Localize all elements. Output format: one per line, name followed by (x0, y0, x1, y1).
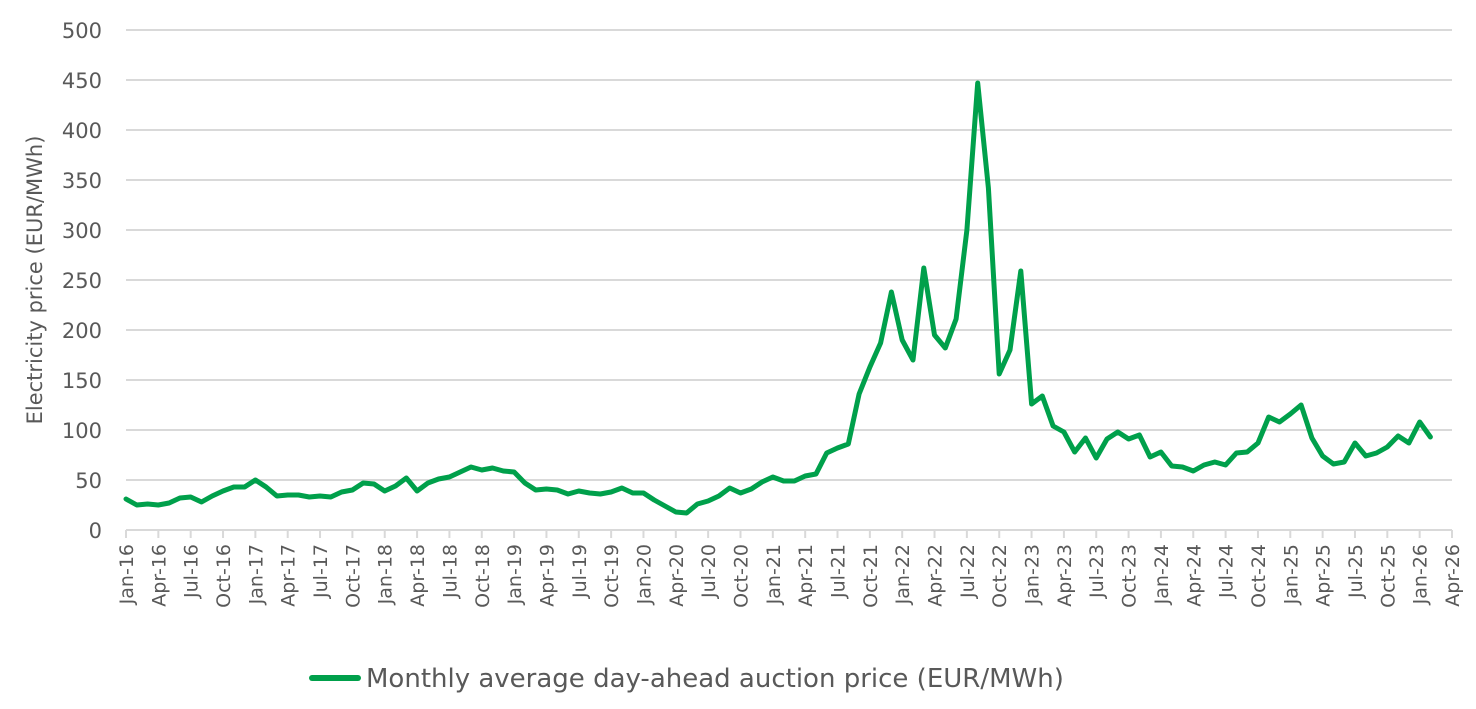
x-tick-label: Oct-18 (472, 544, 494, 608)
x-tick-label: Apr-21 (795, 544, 817, 607)
x-tick-label: Jul-18 (439, 544, 461, 599)
x-tick-label: Jul-25 (1345, 544, 1367, 599)
y-tick-label: 350 (62, 169, 102, 193)
x-tick-label: Oct-17 (342, 544, 364, 608)
x-tick-label: Apr-22 (925, 544, 947, 607)
x-axis-ticks: Jan-16 Apr-16 Jul-16 Oct-16 Jan-17 Apr-17 Jul-… (116, 530, 1464, 608)
y-tick-label: 500 (62, 19, 102, 43)
x-tick-label: Jul-21 (828, 544, 850, 599)
x-tick-label: Apr-23 (1054, 544, 1076, 607)
x-tick-label: Jul-17 (310, 544, 332, 599)
x-tick-label: Jan-24 (1151, 544, 1173, 605)
y-tick-label: 200 (62, 319, 102, 343)
x-tick-label: Oct-22 (989, 544, 1011, 608)
legend-label: Monthly average day-ahead auction price … (366, 664, 1064, 694)
y-axis-ticks: 0 50 100 150 200 250 300 350 400 450 500 (62, 19, 102, 543)
x-tick-label: Jul-16 (181, 544, 203, 599)
x-tick-label: Jan-26 (1410, 544, 1432, 605)
y-tick-label: 300 (62, 219, 102, 243)
x-tick-label: Jan-20 (633, 544, 655, 605)
x-tick-label: Oct-23 (1119, 544, 1141, 608)
legend: Monthly average day-ahead auction price … (309, 664, 1064, 694)
x-tick-label: Apr-20 (666, 544, 688, 607)
x-tick-label: Oct-19 (601, 544, 623, 608)
x-tick-label: Apr-17 (278, 544, 300, 607)
y-tick-label: 0 (89, 519, 102, 543)
x-tick-label: Jan-18 (375, 544, 397, 605)
x-tick-label: Jul-24 (1216, 544, 1238, 599)
series-line-price (123, 80, 1433, 516)
x-tick-label: Oct-25 (1377, 544, 1399, 608)
gridlines (126, 29, 1452, 531)
x-tick-label: Apr-24 (1183, 544, 1205, 607)
x-tick-label: Jul-19 (569, 544, 591, 599)
x-tick-label: Jan-19 (504, 544, 526, 605)
x-tick-label: Jan-22 (892, 544, 914, 605)
series-layer (123, 80, 1433, 516)
x-tick-label: Oct-16 (213, 544, 235, 608)
y-tick-label: 100 (62, 419, 102, 443)
x-tick-label: Apr-25 (1313, 544, 1335, 607)
x-tick-label: Oct-21 (860, 544, 882, 608)
x-tick-label: Jan-23 (1022, 544, 1044, 605)
x-tick-label: Jul-20 (698, 544, 720, 599)
x-tick-label: Apr-19 (536, 544, 558, 607)
x-tick-label: Jul-22 (957, 544, 979, 599)
y-tick-label: 450 (62, 69, 102, 93)
y-tick-label: 250 (62, 269, 102, 293)
y-axis-label: Electricity price (EUR/MWh) (23, 136, 47, 425)
x-tick-label: Jan-17 (245, 544, 267, 605)
x-tick-label: Oct-24 (1248, 544, 1270, 608)
x-tick-label: Jan-16 (116, 544, 138, 605)
x-tick-label: Jan-21 (763, 544, 785, 605)
y-tick-label: 400 (62, 119, 102, 143)
x-tick-label: Apr-16 (148, 544, 170, 607)
y-tick-label: 50 (75, 469, 102, 493)
x-tick-label: Apr-18 (407, 544, 429, 607)
x-tick-label: Oct-20 (730, 544, 752, 608)
y-tick-label: 150 (62, 369, 102, 393)
x-tick-label: Jul-23 (1086, 544, 1108, 599)
x-tick-label: Apr-26 (1442, 544, 1464, 607)
x-tick-label: Jan-25 (1280, 544, 1302, 605)
